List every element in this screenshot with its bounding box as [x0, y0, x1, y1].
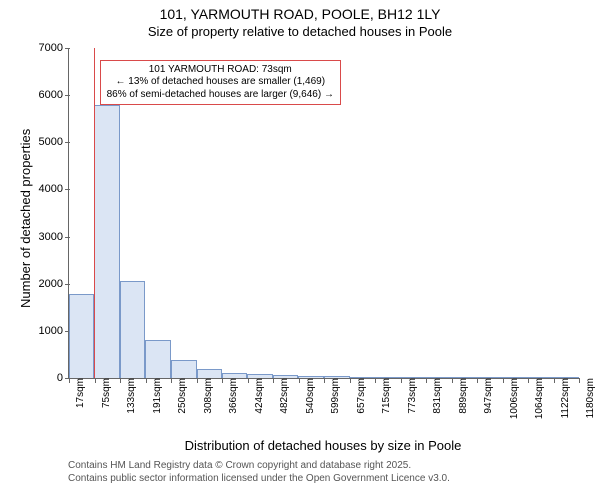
x-tick-mark	[120, 378, 121, 383]
x-tick-mark	[452, 378, 453, 383]
footer-line-1: Contains HM Land Registry data © Crown c…	[68, 460, 450, 473]
property-marker-line	[94, 48, 95, 378]
y-tick: 3000	[39, 231, 69, 243]
plot-area: 0100020003000400050006000700017sqm75sqm1…	[68, 48, 579, 379]
x-tick: 540sqm	[299, 378, 316, 414]
x-tick: 657sqm	[350, 378, 367, 414]
chart-title-sub: Size of property relative to detached ho…	[0, 24, 600, 39]
x-tick-mark	[375, 378, 376, 383]
x-tick-mark	[171, 378, 172, 383]
histogram-bar	[477, 377, 503, 378]
x-tick: 889sqm	[452, 378, 469, 414]
histogram-bar	[197, 369, 222, 378]
histogram-bar	[94, 105, 119, 378]
annotation-box: 101 YARMOUTH ROAD: 73sqm← 13% of detache…	[100, 60, 341, 106]
x-tick-mark	[146, 378, 147, 383]
x-tick: 947sqm	[477, 378, 494, 414]
x-tick: 1064sqm	[528, 378, 545, 419]
x-tick-mark	[95, 378, 96, 383]
histogram-bar	[69, 294, 94, 378]
x-axis-label: Distribution of detached houses by size …	[68, 438, 578, 453]
histogram-bar	[145, 340, 171, 378]
histogram-bar	[375, 377, 400, 378]
x-tick: 17sqm	[69, 378, 86, 408]
x-tick-mark	[222, 378, 223, 383]
y-tick: 2000	[39, 278, 69, 290]
x-tick-mark	[350, 378, 351, 383]
x-tick: 75sqm	[95, 378, 112, 408]
x-tick: 773sqm	[401, 378, 418, 414]
y-tick: 7000	[39, 42, 69, 54]
x-tick-mark	[528, 378, 529, 383]
x-tick-mark	[579, 378, 580, 383]
histogram-bar	[554, 377, 579, 378]
x-tick-mark	[299, 378, 300, 383]
histogram-bar	[426, 377, 451, 378]
histogram-bar	[273, 375, 298, 378]
histogram-bar	[528, 377, 553, 378]
x-tick: 133sqm	[120, 378, 137, 414]
histogram-bar	[120, 281, 145, 378]
y-tick: 5000	[39, 136, 69, 148]
x-tick-mark	[248, 378, 249, 383]
x-tick-mark	[69, 378, 70, 383]
y-tick: 1000	[39, 325, 69, 337]
x-tick: 1006sqm	[503, 378, 520, 419]
x-tick-mark	[477, 378, 478, 383]
histogram-bar	[324, 376, 349, 378]
histogram-bar	[451, 377, 476, 378]
x-tick: 599sqm	[324, 378, 341, 414]
y-tick: 4000	[39, 183, 69, 195]
chart-title-main: 101, YARMOUTH ROAD, POOLE, BH12 1LY	[0, 6, 600, 22]
x-tick: 1180sqm	[579, 378, 596, 418]
annotation-line: 86% of semi-detached houses are larger (…	[107, 89, 334, 102]
y-tick: 6000	[39, 89, 69, 101]
footer-line-2: Contains public sector information licen…	[68, 473, 450, 486]
x-tick: 308sqm	[197, 378, 214, 414]
chart-container: 101, YARMOUTH ROAD, POOLE, BH12 1LY Size…	[0, 0, 600, 500]
histogram-bar	[350, 377, 375, 378]
x-tick: 1122sqm	[554, 378, 571, 418]
x-tick: 424sqm	[248, 378, 265, 414]
annotation-line: ← 13% of detached houses are smaller (1,…	[107, 76, 334, 89]
x-tick-mark	[503, 378, 504, 383]
histogram-bar	[171, 360, 196, 378]
annotation-line: 101 YARMOUTH ROAD: 73sqm	[107, 64, 334, 77]
histogram-bar	[222, 373, 247, 378]
histogram-bar	[503, 377, 528, 378]
x-tick: 191sqm	[146, 378, 163, 414]
x-tick: 250sqm	[171, 378, 188, 414]
x-tick-mark	[554, 378, 555, 383]
y-axis-label: Number of detached properties	[18, 129, 33, 308]
y-tick: 0	[57, 372, 69, 384]
x-tick-mark	[426, 378, 427, 383]
histogram-bar	[298, 376, 324, 378]
x-tick: 482sqm	[273, 378, 290, 414]
x-tick: 715sqm	[375, 378, 392, 414]
x-tick-mark	[197, 378, 198, 383]
x-tick-mark	[401, 378, 402, 383]
x-tick: 366sqm	[222, 378, 239, 414]
footer-attribution: Contains HM Land Registry data © Crown c…	[68, 460, 450, 485]
histogram-bar	[401, 377, 426, 378]
x-tick-mark	[273, 378, 274, 383]
x-tick: 831sqm	[426, 378, 443, 414]
histogram-bar	[247, 374, 272, 378]
x-tick-mark	[324, 378, 325, 383]
